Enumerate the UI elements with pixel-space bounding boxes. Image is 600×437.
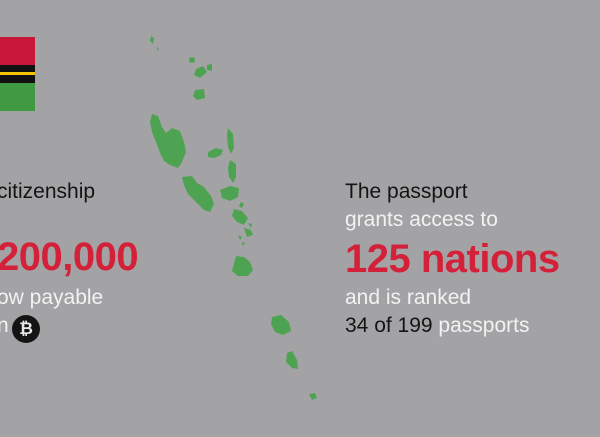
passport-line-4: and is ranked [345, 286, 472, 309]
island-efate [232, 256, 253, 276]
island-ambrym [220, 186, 239, 201]
citizenship-label: citizenship [0, 180, 96, 203]
passport-headline: 125 nations [345, 237, 560, 281]
island-banks-1 [189, 57, 195, 63]
island-malekula [182, 176, 214, 212]
vanuatu-map [150, 36, 317, 400]
flag-yellow-stripe [0, 72, 35, 75]
island-small-1 [238, 235, 242, 240]
citizenship-amount: 200,000 [0, 235, 139, 279]
passport-rank-line: 34 of 199 passports [345, 315, 529, 336]
island-emae [248, 223, 252, 228]
island-aneityum [309, 393, 317, 400]
island-ambae [208, 148, 223, 158]
island-tongoa [244, 228, 253, 237]
passport-line-2: grants access to [345, 208, 498, 231]
payable-text: ow payable [0, 286, 104, 309]
flag-green-band [0, 83, 35, 111]
island-tanna [286, 351, 298, 369]
island-paama [239, 202, 244, 208]
bitcoin-glyph: ₿ [19, 319, 33, 338]
island-epi [232, 209, 248, 225]
island-torres-2 [157, 47, 159, 51]
bitcoin-icon: ₿ [12, 315, 40, 343]
island-maewo [227, 128, 234, 154]
island-erromango [271, 315, 291, 335]
island-small-2 [242, 242, 245, 246]
vanuatu-flag [0, 37, 35, 111]
island-banks-3 [207, 64, 212, 71]
island-banks-2 [194, 66, 207, 78]
island-espiritu-santo [150, 114, 186, 168]
island-torres-1 [150, 36, 154, 44]
passport-line-1: The passport [345, 180, 468, 203]
payable-in-text: n [0, 314, 9, 337]
island-pentecost [228, 160, 236, 183]
passport-rank: 34 of 199 [345, 314, 433, 337]
passport-rank-suffix: passports [432, 314, 530, 337]
flag-red-band [0, 37, 35, 65]
island-banks-4 [193, 89, 205, 100]
